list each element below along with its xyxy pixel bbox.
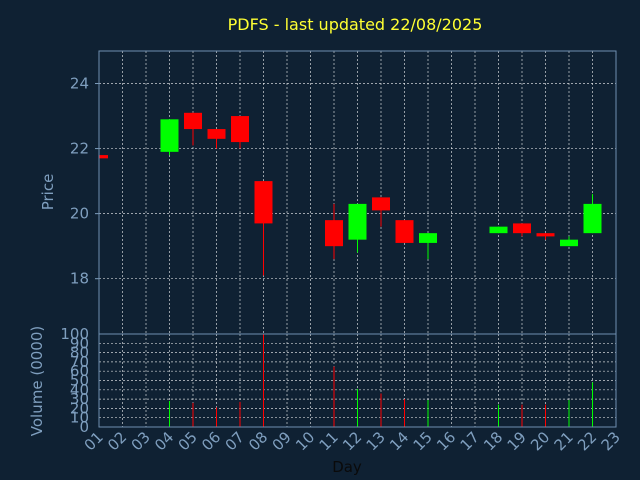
volume-tick-label: 20: [70, 399, 89, 417]
volume-tick-label: 0: [79, 418, 89, 436]
price-tick-label: 24: [70, 75, 89, 93]
candle-body-20: [536, 233, 555, 237]
x-axis-label: Day: [332, 458, 362, 476]
volume-tick-label: 30: [70, 390, 89, 408]
volume-tick-label: 60: [70, 362, 89, 380]
volume-tick-label: 100: [60, 325, 89, 343]
volume-tick-label: 10: [70, 409, 89, 427]
price-tick-label: 20: [70, 205, 89, 223]
candle-body-13: [372, 197, 390, 211]
volume-tick-label: 40: [70, 381, 89, 399]
candle-body-18: [489, 226, 508, 234]
candle-body-06: [207, 129, 226, 139]
price-y-ticks: 18 20 22 24: [70, 75, 99, 288]
volume-bars: [169, 334, 593, 427]
price-axis-label: Price: [39, 174, 57, 211]
volume-frame: [98, 333, 617, 428]
candle-body-01: [99, 155, 108, 159]
volume-tick-label: 80: [70, 344, 89, 362]
candle-body-15: [419, 233, 437, 243]
candle-body-07: [231, 116, 249, 143]
candle-body-08: [254, 181, 273, 224]
price-panel: 18 20 22 24 Price: [39, 50, 617, 335]
candle-body-11: [325, 220, 343, 247]
candle-body-12: [348, 203, 367, 240]
volume-tick-label: 50: [70, 372, 89, 390]
candle-body-14: [395, 220, 414, 243]
x-ticks: 0102030405060708091011121314151617181920…: [81, 428, 624, 454]
candle-body-19: [513, 223, 531, 234]
price-tick-label: 18: [70, 270, 89, 288]
chart-title: PDFS - last updated 22/08/2025: [228, 15, 483, 34]
price-tick-label: 22: [70, 140, 89, 158]
price-candles: [98, 112, 602, 276]
candle-body-22: [583, 203, 602, 234]
candle-body-05: [184, 112, 202, 130]
candle-body-21: [560, 239, 578, 247]
volume-axis-label: Volume (0000): [28, 326, 46, 436]
volume-tick-label: 70: [70, 353, 89, 371]
candle-body-04: [160, 119, 179, 152]
volume-tick-label: 90: [70, 334, 89, 352]
